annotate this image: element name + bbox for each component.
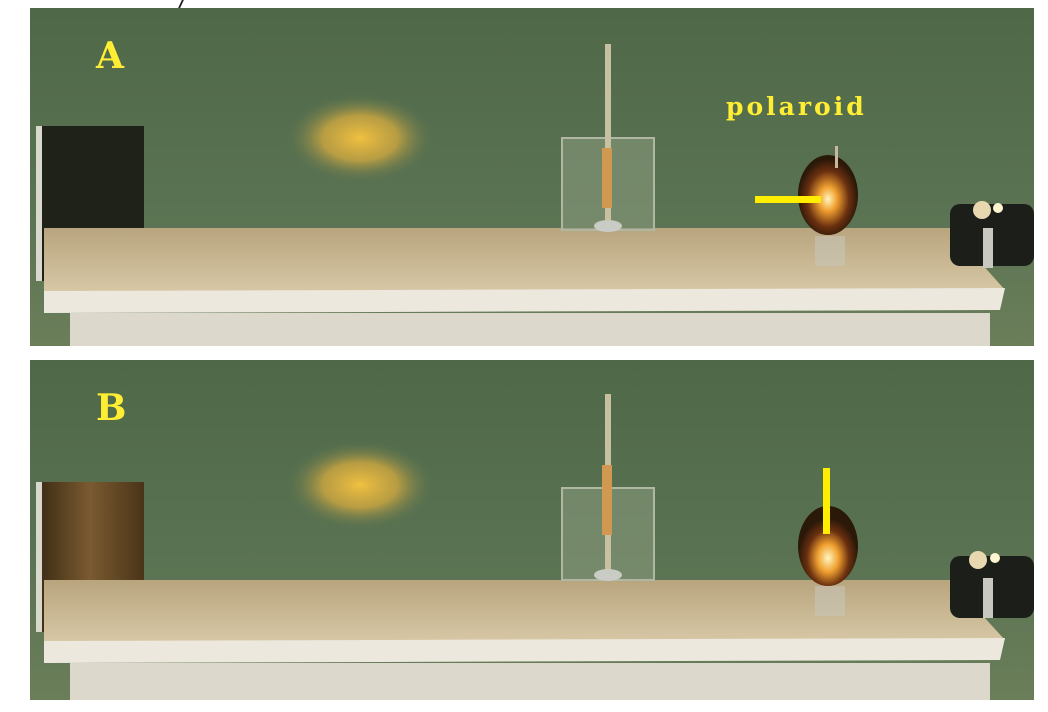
photo-panel-a: A polaroid <box>30 8 1034 346</box>
panel-label-a: A <box>96 35 124 77</box>
photo-a <box>30 8 1034 346</box>
photo-b <box>30 360 1034 700</box>
scratch-mark <box>168 0 184 8</box>
panel-label-b: B <box>96 387 127 429</box>
polaroid-label: polaroid <box>726 92 867 121</box>
photo-panel-b: B <box>30 360 1034 700</box>
